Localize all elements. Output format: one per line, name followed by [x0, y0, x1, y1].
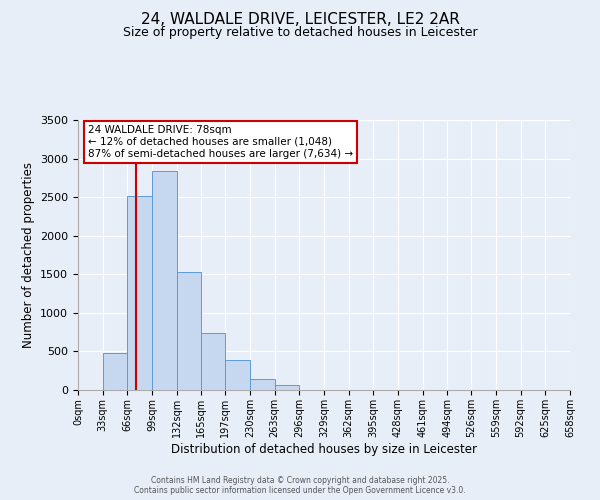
Bar — [226, 360, 250, 390]
Bar — [152, 171, 176, 390]
Y-axis label: Number of detached properties: Number of detached properties — [22, 162, 35, 348]
X-axis label: Distribution of detached houses by size in Leicester: Distribution of detached houses by size … — [171, 442, 477, 456]
Text: Contains HM Land Registry data © Crown copyright and database right 2025.
Contai: Contains HM Land Registry data © Crown c… — [134, 476, 466, 495]
Bar — [202, 333, 226, 390]
Text: 24, WALDALE DRIVE, LEICESTER, LE2 2AR: 24, WALDALE DRIVE, LEICESTER, LE2 2AR — [140, 12, 460, 28]
Bar — [250, 379, 275, 390]
Text: Size of property relative to detached houses in Leicester: Size of property relative to detached ho… — [122, 26, 478, 39]
Bar — [103, 353, 127, 390]
Bar — [275, 386, 299, 390]
Bar — [176, 272, 202, 390]
Bar — [127, 196, 152, 390]
Text: 24 WALDALE DRIVE: 78sqm
← 12% of detached houses are smaller (1,048)
87% of semi: 24 WALDALE DRIVE: 78sqm ← 12% of detache… — [88, 126, 353, 158]
